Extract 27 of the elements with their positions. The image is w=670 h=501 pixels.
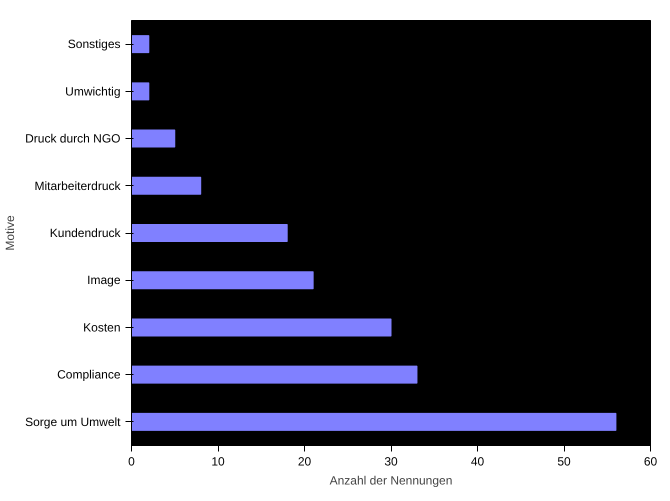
x-tick-label: 60 [644, 454, 658, 468]
y-tick-label: Umwichtig [65, 84, 120, 98]
x-axis-title: Anzahl der Nennungen [330, 474, 452, 488]
y-tick-label: Image [87, 273, 121, 288]
bar [132, 366, 418, 384]
x-tick-label: 20 [298, 454, 312, 468]
bar [132, 35, 150, 54]
y-tick-label: Mitarbeiterdruck [34, 178, 122, 193]
bar [132, 82, 150, 100]
y-tick-label: Sonstiges [68, 37, 121, 52]
x-tick-label: 30 [384, 454, 398, 468]
bar [132, 412, 616, 431]
y-tick-label: Kundendruck [50, 226, 122, 240]
x-tick-label: 0 [128, 454, 136, 468]
bar [132, 176, 202, 195]
y-tick-label: Druck durch NGO [25, 132, 121, 146]
y-tick-label: Compliance [57, 368, 121, 382]
bar [132, 271, 314, 290]
bar [132, 130, 176, 148]
y-tick-label: Sorge um Umwelt [25, 414, 122, 429]
bar [132, 318, 392, 336]
x-tick-label: 50 [557, 454, 571, 468]
y-tick-label: Kosten [83, 320, 120, 334]
x-tick-label: 40 [470, 454, 484, 468]
y-axis-title: Motive [3, 215, 18, 251]
x-tick-label: 10 [211, 454, 225, 468]
bar [132, 224, 288, 242]
